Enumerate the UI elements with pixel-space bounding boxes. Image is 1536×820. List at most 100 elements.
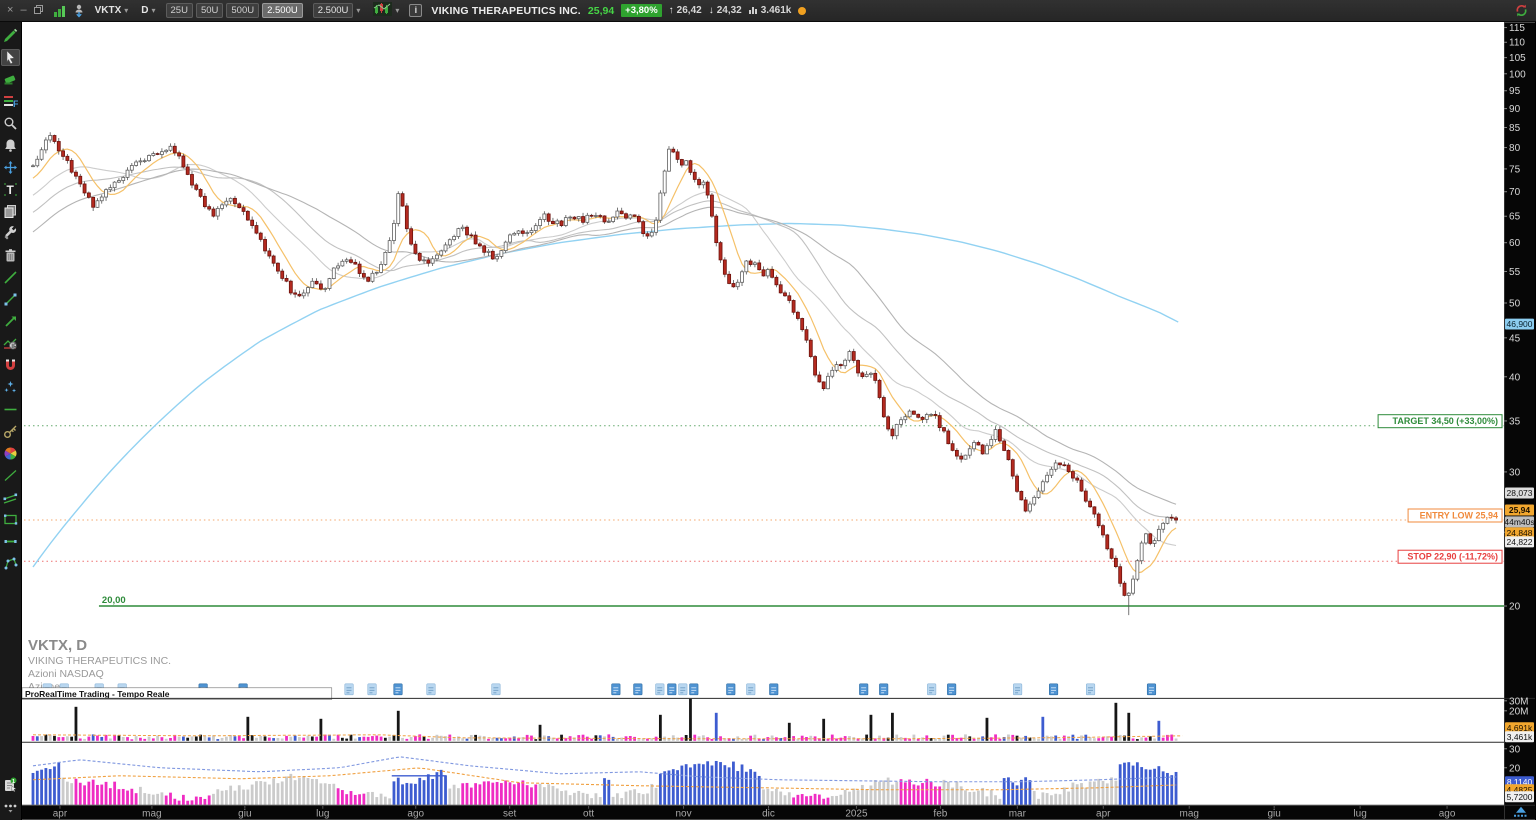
segment-icon [4,293,17,306]
svg-text:115: 115 [1509,23,1525,34]
news-event-icon [769,683,779,696]
svg-text:20: 20 [1509,763,1521,774]
tool-polygon[interactable] [1,555,20,572]
tool-trend-line[interactable] [1,269,20,286]
svg-text:55: 55 [1509,267,1521,278]
chart-style-dropdown[interactable]: ▾ [370,0,402,21]
svg-text:feb: feb [933,809,947,820]
svg-text:F: F [13,99,18,109]
price-panel-bg [22,22,1505,698]
tool-magnet[interactable] [1,357,20,374]
svg-text:28,073: 28,073 [1507,488,1533,498]
candles-down [52,135,1178,596]
svg-text:65: 65 [1509,212,1521,223]
minimize-icon[interactable]: – [20,4,27,16]
tool-move[interactable] [1,159,20,176]
market-status-dot [798,6,807,15]
chart-container[interactable]: VKTX, D VIKING THERAPEUTICS INC. Azioni NA… [22,22,1535,820]
platform-label: ProRealTime Trading - Tempo Reale [25,689,170,699]
tool-price-marker[interactable]: IP [1,335,20,352]
entry-label-box [1407,508,1503,523]
svg-text:IP: IP [11,343,18,350]
indicator-settings-icon: F [4,96,18,109]
news-event-icon [746,683,756,696]
unit-dropdown[interactable]: 2.500U ▾ [310,1,364,20]
volume-bars-icon [748,5,758,17]
tool-delete[interactable] [1,247,20,264]
arrow-icon [5,316,16,327]
svg-text:8,1140: 8,1140 [1507,777,1533,787]
unit-button-25U[interactable]: 25U [165,3,193,18]
symbol-select[interactable]: VKTX ▾ [92,3,132,18]
tool-text[interactable]: T [1,181,20,198]
svg-text:46,900: 46,900 [1507,319,1533,329]
svg-text:40: 40 [1509,372,1521,383]
close-icon[interactable]: × [7,4,14,16]
symbol-label: VKTX [94,5,122,16]
news-event-icon [879,683,889,696]
timeframe-select[interactable]: D ▾ [138,3,158,18]
price-axis-bg [1504,22,1535,820]
news-event-icon [344,683,354,696]
price-axis[interactable]: 115 110 105 100 95 90 85 80 75 70 65 60 55 50 45 40 35 30… [1504,23,1528,774]
info-button[interactable]: i [409,4,423,17]
last-price: 25,94 [587,4,615,17]
news-event-icon [611,683,621,696]
unit-button-2500U[interactable]: 2.500U [262,3,303,18]
news-event-icon [667,683,677,696]
svg-text:100: 100 [1509,69,1526,80]
tool-channel[interactable] [1,489,20,506]
time-axis[interactable]: apr mag giu lug ago set ott nov dic 2025 feb mar apr… [53,805,1456,820]
svg-text:lug: lug [316,809,329,820]
tool-segment[interactable] [1,291,20,308]
trade-annotations: TARGET 34,50 (+33,00%) ENTRY LOW 25,94 STO… [1377,414,1503,564]
jump-to-latest-button[interactable] [1514,806,1527,817]
tool-alerts[interactable] [1,137,20,154]
target-label-box [1377,414,1503,429]
draw-pencil-icon [4,28,18,42]
rectangle-icon [4,514,18,525]
news-event-icon [927,683,937,696]
tool-tools[interactable] [1,225,20,242]
svg-text:giu: giu [1268,809,1281,820]
tool-duplicate[interactable] [1,203,20,220]
day-low: ↓ 24,32 [708,5,742,16]
tools-icon [4,226,17,240]
horizontal-line-icon [4,408,17,411]
stop-label-box [1397,549,1503,564]
tool-oblique-line[interactable] [1,467,20,484]
svg-text:set: set [503,809,517,820]
unit-buttons: 25U 50U 500U 2.500U [165,3,303,18]
data-feed-icon[interactable] [73,4,85,18]
tool-color-picker[interactable] [1,445,20,462]
refresh-icon[interactable] [1514,3,1529,18]
svg-text:STOP 22,90 (-11,72%): STOP 22,90 (-11,72%) [1407,552,1498,562]
tool-draw-pencil[interactable] [1,27,20,44]
tool-arrow[interactable] [1,313,20,330]
svg-text:110: 110 [1509,38,1525,49]
volume-stat: 3.461k [748,5,791,17]
svg-text:giu: giu [238,809,251,820]
tool-rectangle[interactable] [1,511,20,528]
tool-auto-trendlines[interactable] [1,379,20,396]
chevron-down-icon: ▾ [151,6,156,15]
restore-icon[interactable] [33,4,43,17]
tool-eraser[interactable] [1,71,20,88]
news-event-icon [1085,683,1096,696]
tool-more-options[interactable] [1,799,20,816]
svg-text:95: 95 [1509,86,1521,97]
unit-button-500U[interactable]: 500U [226,3,260,18]
tool-cursor[interactable] [1,49,20,66]
tool-key-tool[interactable] [1,423,20,440]
unit-button-50U[interactable]: 50U [195,3,224,18]
tool-indicator-settings[interactable]: F [1,93,20,110]
svg-text:25,94: 25,94 [1509,505,1531,515]
tool-sidebar: F T IP 1 [0,22,22,820]
tool-order-page[interactable]: 1 [1,776,20,793]
tool-horizontal-line[interactable] [1,401,20,418]
tool-zoom[interactable] [1,115,20,132]
svg-text:75: 75 [1509,164,1521,175]
tool-horizontal-segment[interactable] [1,533,20,550]
